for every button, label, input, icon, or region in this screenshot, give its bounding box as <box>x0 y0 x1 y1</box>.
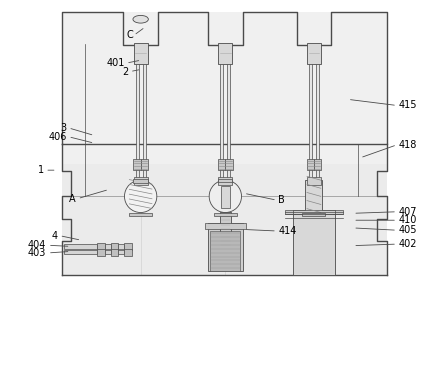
Bar <box>134 177 148 185</box>
Bar <box>307 177 321 185</box>
Text: 403: 403 <box>28 248 47 258</box>
Bar <box>309 64 312 181</box>
Bar <box>221 186 230 208</box>
Bar <box>111 249 118 256</box>
Bar <box>314 159 321 170</box>
Circle shape <box>124 180 157 213</box>
Bar <box>129 213 152 216</box>
Bar <box>220 64 223 181</box>
Text: 1: 1 <box>38 165 43 175</box>
Text: 407: 407 <box>399 207 417 217</box>
Bar <box>124 249 132 256</box>
Ellipse shape <box>133 15 148 23</box>
Bar <box>225 159 233 170</box>
Text: A: A <box>70 194 76 204</box>
Text: 404: 404 <box>28 240 47 250</box>
Bar <box>316 64 319 181</box>
Text: 410: 410 <box>399 215 417 225</box>
Bar <box>134 43 148 64</box>
Bar <box>133 179 148 183</box>
Text: 2: 2 <box>122 67 128 77</box>
Text: 401: 401 <box>106 58 124 68</box>
Bar <box>64 244 97 249</box>
Bar <box>64 250 97 254</box>
Bar <box>218 179 232 182</box>
Bar <box>377 171 387 196</box>
Bar <box>62 12 387 275</box>
Bar <box>118 250 124 254</box>
Bar <box>105 250 111 254</box>
Bar <box>97 249 105 256</box>
Bar <box>293 210 335 275</box>
Text: 414: 414 <box>279 226 297 236</box>
Bar <box>208 223 243 271</box>
Bar <box>133 159 140 170</box>
Bar <box>307 159 314 170</box>
Bar <box>218 159 225 170</box>
Bar <box>118 244 124 249</box>
Bar <box>62 171 71 196</box>
Text: B: B <box>279 195 285 205</box>
Bar <box>124 243 132 250</box>
Text: C: C <box>127 30 134 40</box>
Bar <box>333 210 343 214</box>
Circle shape <box>209 180 241 213</box>
Bar <box>305 180 323 213</box>
Bar <box>136 64 139 181</box>
Bar <box>62 164 387 275</box>
Bar <box>143 64 146 181</box>
Bar <box>293 210 335 214</box>
Bar <box>62 196 71 241</box>
Text: 418: 418 <box>399 140 417 150</box>
Bar <box>220 212 231 247</box>
Bar <box>307 43 321 64</box>
Bar <box>214 213 237 216</box>
Bar <box>111 243 118 250</box>
Text: 3: 3 <box>61 123 67 133</box>
Text: 405: 405 <box>399 225 417 235</box>
Bar <box>303 213 326 216</box>
Bar <box>218 177 232 185</box>
Text: 415: 415 <box>399 100 417 110</box>
Text: 406: 406 <box>48 132 67 142</box>
Text: 402: 402 <box>399 239 417 249</box>
Bar <box>218 43 232 64</box>
Bar <box>210 231 241 271</box>
Bar <box>205 223 246 229</box>
Bar <box>377 196 387 241</box>
Bar <box>285 210 295 214</box>
Bar <box>140 159 148 170</box>
Bar <box>97 243 105 250</box>
Text: 4: 4 <box>52 231 58 241</box>
Bar <box>227 64 230 181</box>
Bar <box>105 244 111 249</box>
